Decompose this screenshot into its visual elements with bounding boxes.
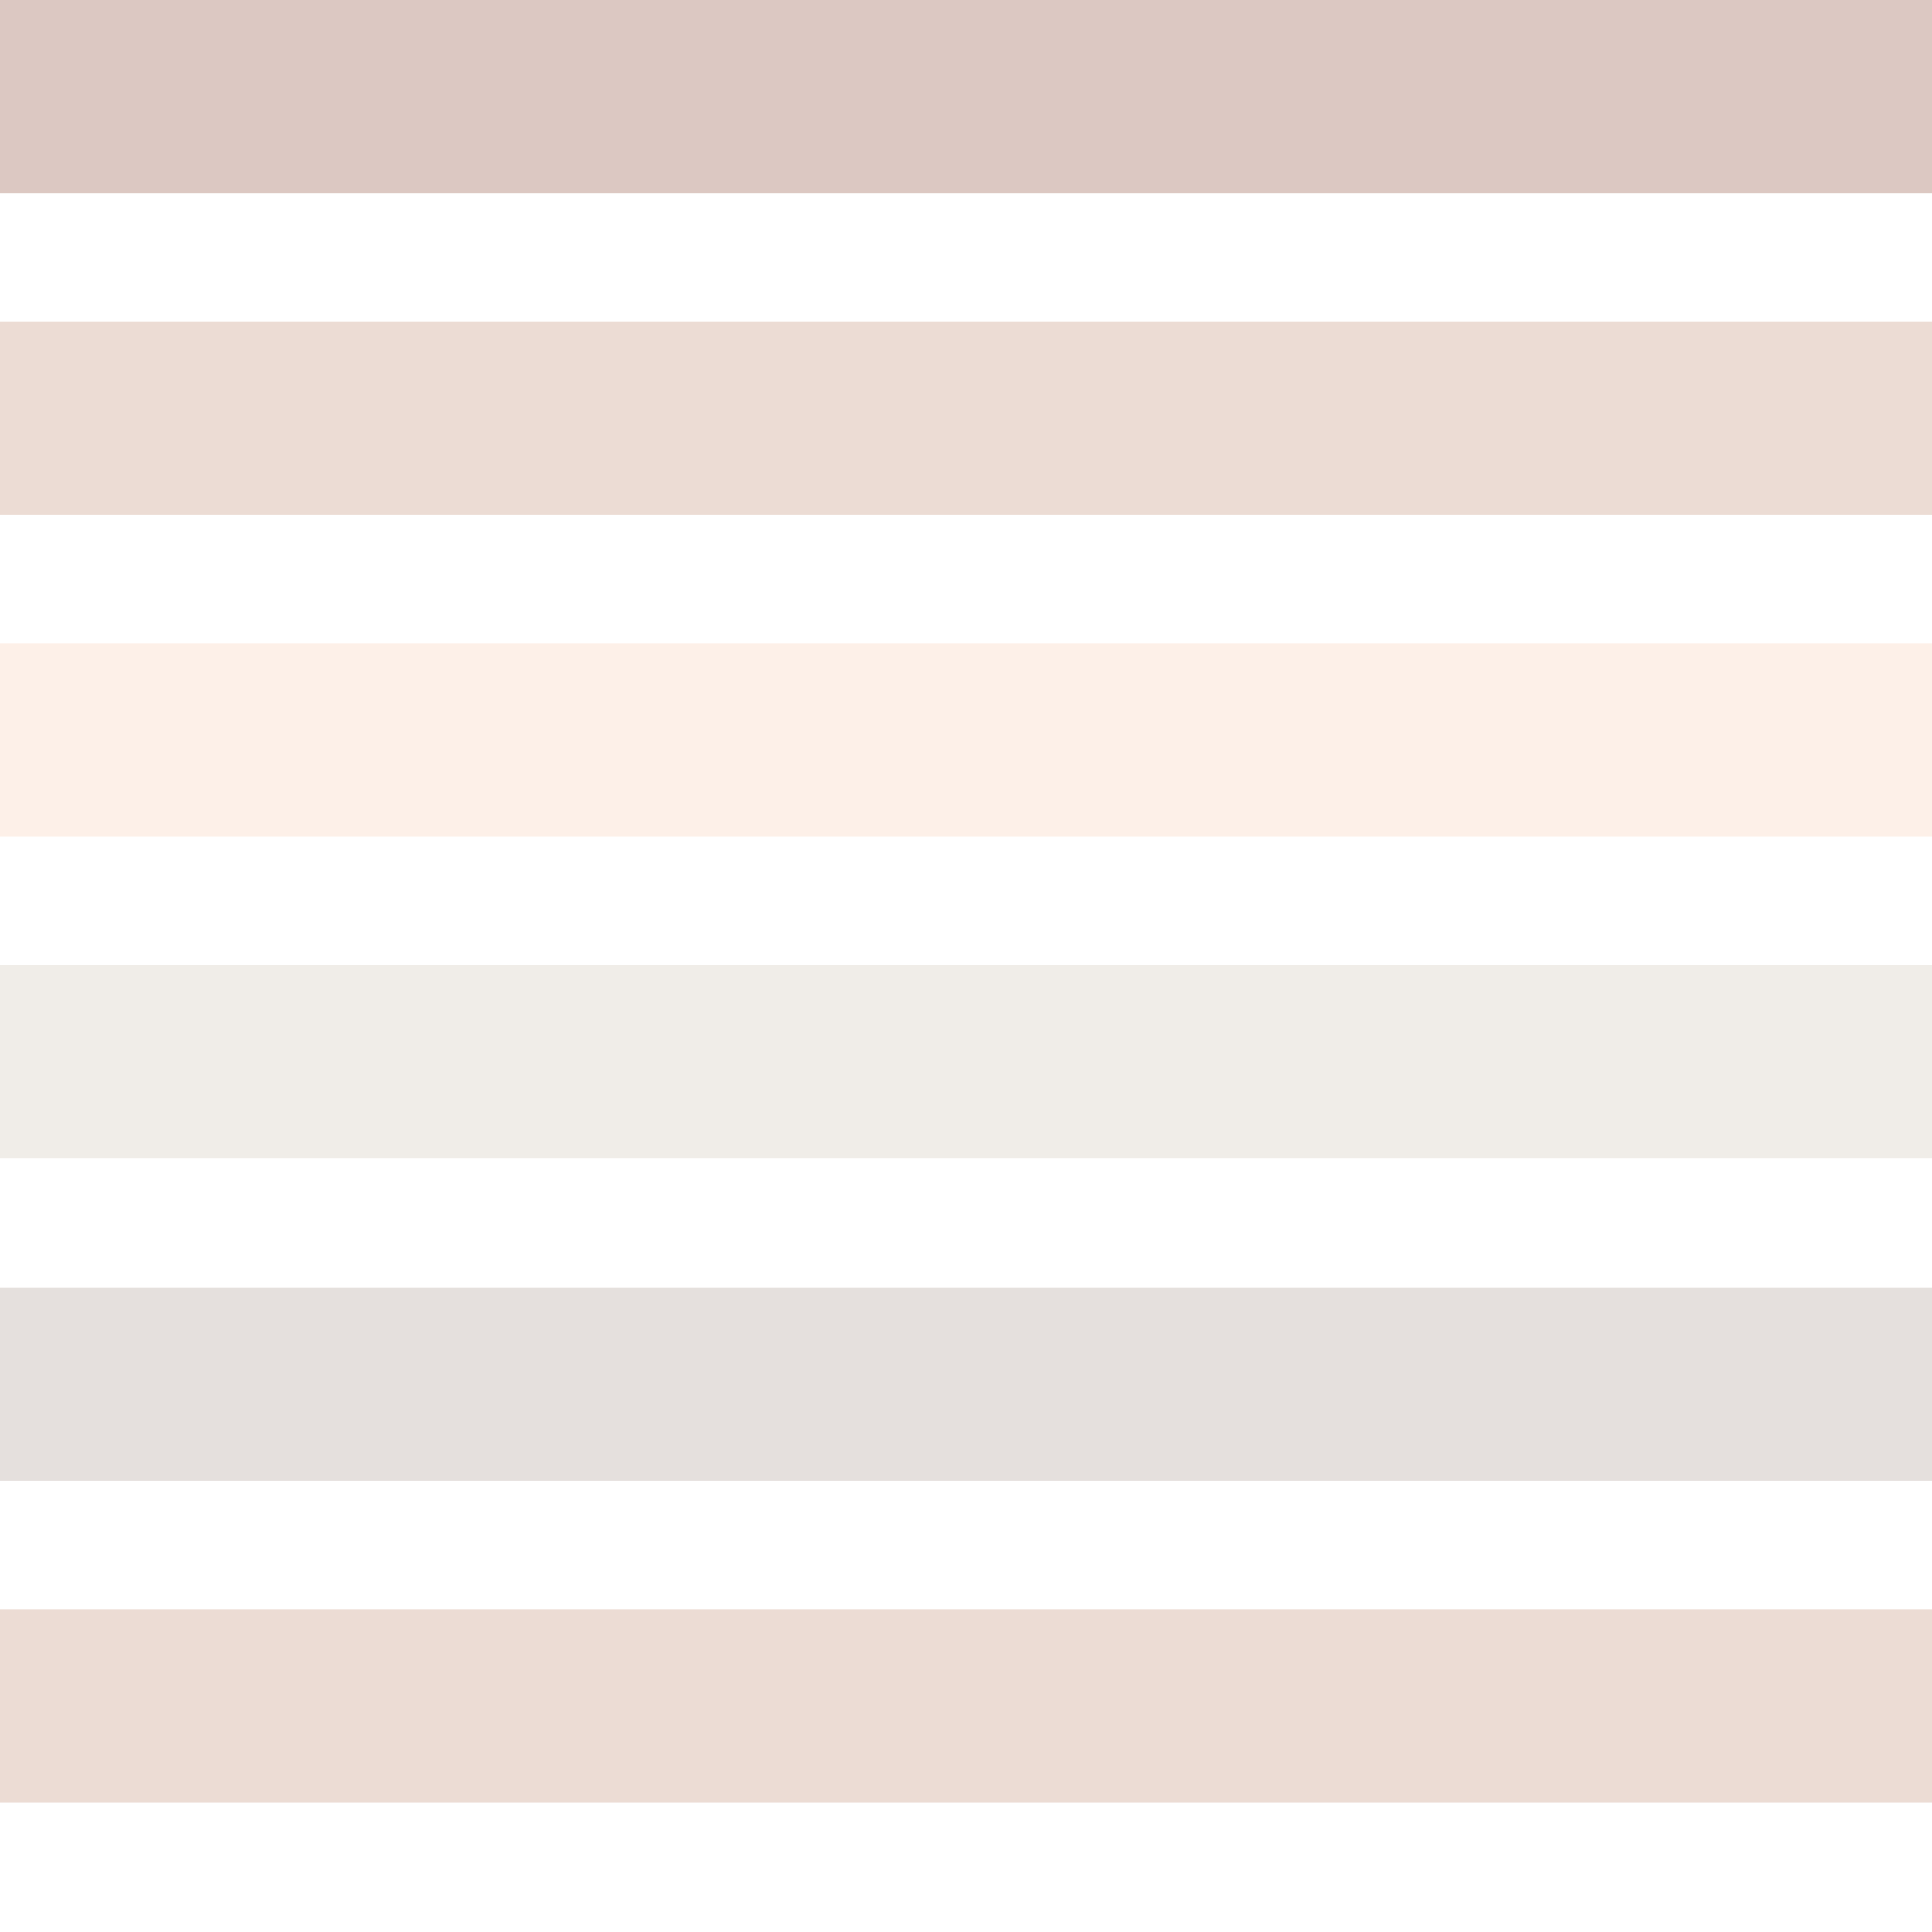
stripe-2 xyxy=(0,322,1932,515)
stripe-3 xyxy=(0,643,1932,837)
stripe-1 xyxy=(0,0,1932,193)
stripe-4 xyxy=(0,965,1932,1158)
stripe-5 xyxy=(0,1288,1932,1481)
stripe-6 xyxy=(0,1609,1932,1803)
